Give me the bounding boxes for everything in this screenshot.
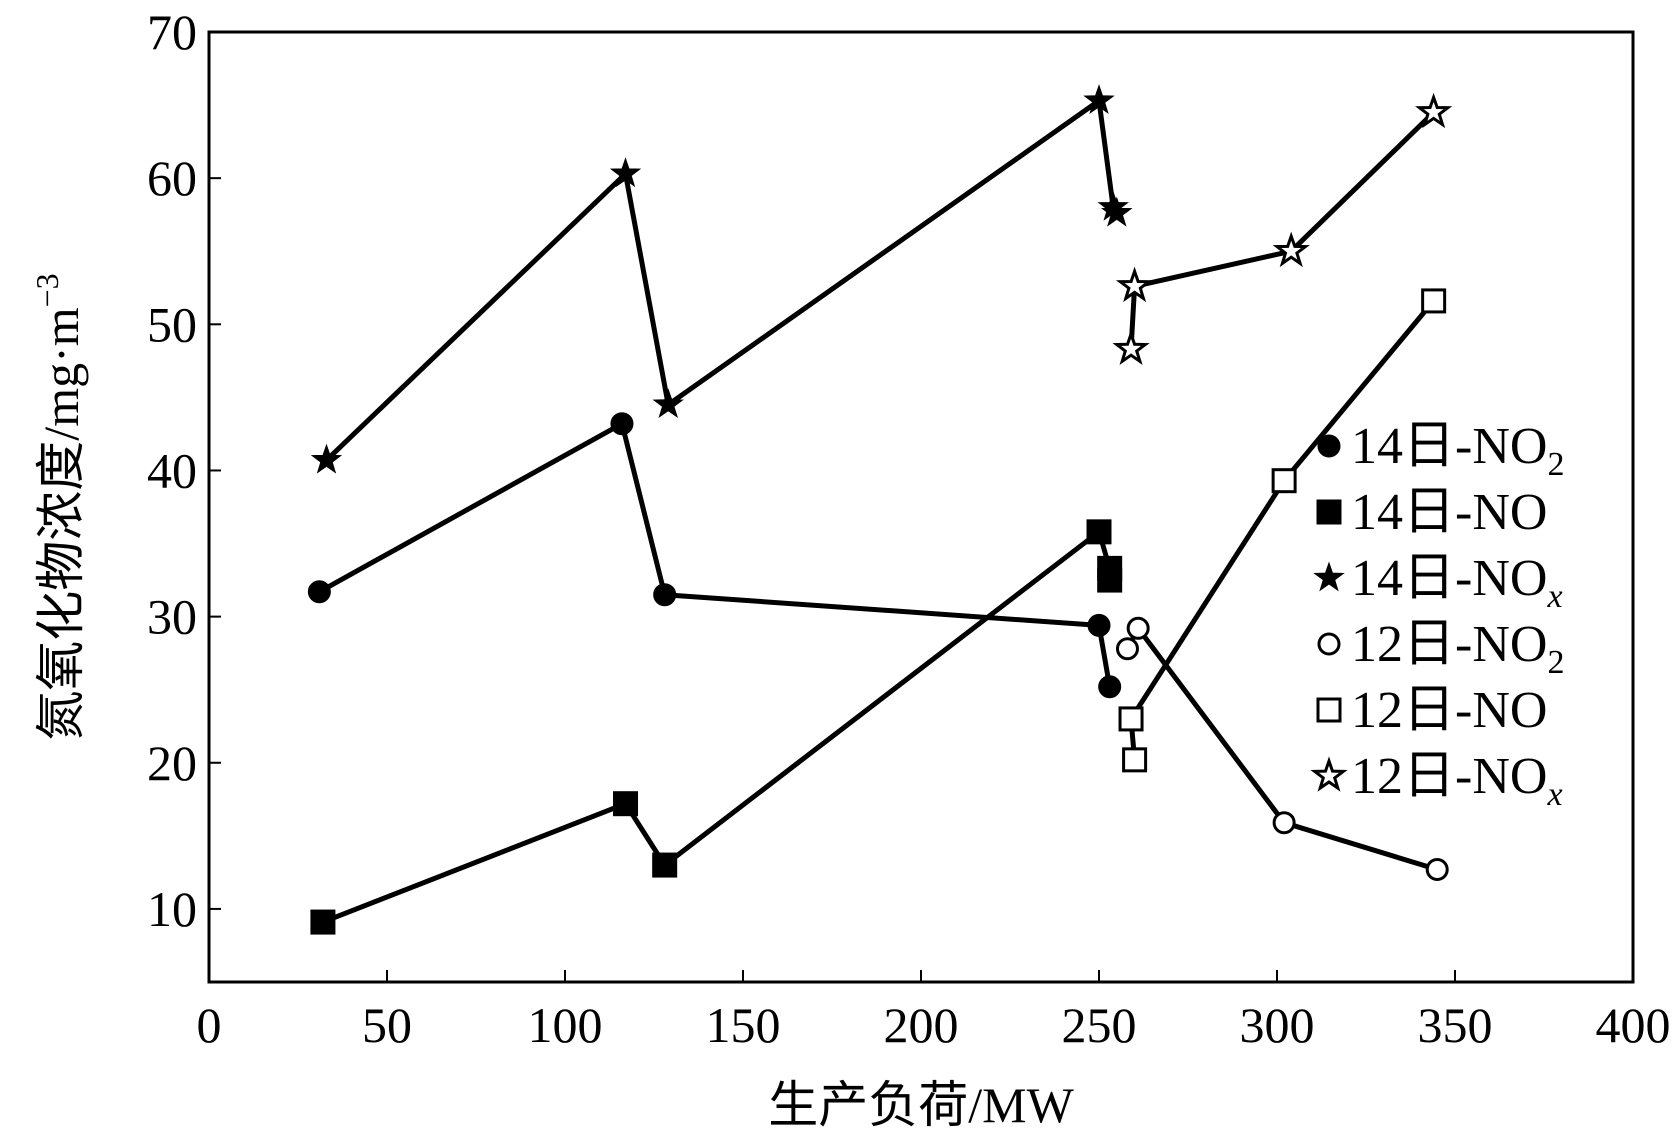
data-point xyxy=(1118,706,1144,732)
series-0 xyxy=(307,412,1122,699)
y-tick-label: 60 xyxy=(147,150,197,206)
data-point xyxy=(652,388,684,419)
y-tick-label: 50 xyxy=(147,296,197,352)
series-2 xyxy=(310,84,1133,474)
x-tick-label: 350 xyxy=(1418,997,1493,1053)
data-point xyxy=(1271,468,1297,494)
legend-marker xyxy=(1317,632,1341,656)
x-tick-label: 300 xyxy=(1240,997,1315,1053)
legend-entry: 12日-NO2 xyxy=(1351,616,1564,681)
data-point xyxy=(1115,637,1139,661)
series-1 xyxy=(310,519,1123,935)
legend-entry-subscript: 2 xyxy=(1547,644,1564,681)
data-point xyxy=(1415,92,1453,129)
y-axis-label: 氮氧化物浓度/mg·m−3 xyxy=(29,273,89,740)
series-line xyxy=(318,421,1113,688)
series-4 xyxy=(1118,288,1447,773)
data-point xyxy=(1097,567,1123,593)
data-point xyxy=(1101,196,1133,227)
axis-ticks: 0 50 100 150 200 250 300 350 400 10 20 30 40 50 60 70 xyxy=(147,4,1671,1053)
data-point xyxy=(1126,616,1150,640)
legend-entry-subscript: 2 xyxy=(1547,446,1564,483)
y-tick-label: 70 xyxy=(147,4,197,60)
legend-entry-name: 14日-NO xyxy=(1351,550,1547,607)
legend-entry-name: 12日-NO xyxy=(1351,616,1547,673)
y-axis-label-exponent: −3 xyxy=(29,273,65,307)
data-point xyxy=(1083,84,1115,115)
legend-marker xyxy=(1317,434,1341,458)
x-tick-label: 150 xyxy=(706,997,781,1053)
legend-entry-name: 12日-NO xyxy=(1351,748,1547,805)
legend-entry-subscript: x xyxy=(1546,578,1562,615)
x-tick-label: 100 xyxy=(528,997,603,1053)
x-tick-label: 50 xyxy=(362,997,412,1053)
data-point xyxy=(310,443,343,474)
data-point xyxy=(1098,675,1122,699)
legend-entry: 14日-NO xyxy=(1351,484,1547,541)
series-3 xyxy=(1115,616,1449,881)
series-line xyxy=(1125,625,1438,872)
x-tick-label: 0 xyxy=(197,997,222,1053)
legend-marker xyxy=(1313,561,1345,592)
series-line xyxy=(321,529,1113,925)
legend-entry-name: 14日-NO xyxy=(1351,418,1547,475)
data-point xyxy=(310,909,336,935)
data-point xyxy=(1122,747,1148,773)
data-point xyxy=(1112,329,1150,365)
data-point xyxy=(1115,266,1154,303)
legend-entry: 12日-NO xyxy=(1351,682,1547,739)
data-point xyxy=(609,157,642,188)
series-line xyxy=(1128,110,1436,350)
data-point xyxy=(307,580,331,604)
legend-entry-name: 14日-NO xyxy=(1351,484,1547,541)
data-point xyxy=(1086,519,1112,545)
data-point xyxy=(1272,811,1296,835)
legend-entry: 14日-NOx xyxy=(1351,550,1563,615)
series-line xyxy=(1128,299,1436,761)
data-point xyxy=(1425,857,1449,881)
series-5 xyxy=(1112,92,1453,365)
data-point xyxy=(1272,231,1310,268)
legend-entry-subscript: x xyxy=(1546,776,1562,813)
data-point xyxy=(1087,613,1111,637)
data-point xyxy=(653,583,677,607)
data-point xyxy=(1421,288,1447,314)
x-tick-label: 400 xyxy=(1596,997,1671,1053)
data-point xyxy=(613,791,639,817)
data-point xyxy=(610,412,634,436)
legend-entry: 12日-NOx xyxy=(1351,748,1563,813)
y-tick-label: 10 xyxy=(147,881,197,937)
y-tick-label: 20 xyxy=(147,735,197,791)
series-layer xyxy=(307,84,1453,935)
series-line xyxy=(324,98,1119,463)
legend-entry: 14日-NO2 xyxy=(1351,418,1564,483)
y-axis-label-main: 氮氧化物浓度/mg·m xyxy=(33,307,89,740)
y-tick-label: 30 xyxy=(147,589,197,645)
y-tick-label: 40 xyxy=(147,442,197,498)
legend-marker xyxy=(1316,697,1342,723)
legend-marker xyxy=(1316,499,1342,525)
legend-entry-name: 12日-NO xyxy=(1351,682,1547,739)
x-tick-label: 250 xyxy=(1062,997,1137,1053)
data-point xyxy=(652,852,678,878)
x-axis-label: 生产负荷/MW xyxy=(768,1077,1074,1133)
x-tick-label: 200 xyxy=(884,997,959,1053)
legend-marker xyxy=(1310,756,1348,792)
